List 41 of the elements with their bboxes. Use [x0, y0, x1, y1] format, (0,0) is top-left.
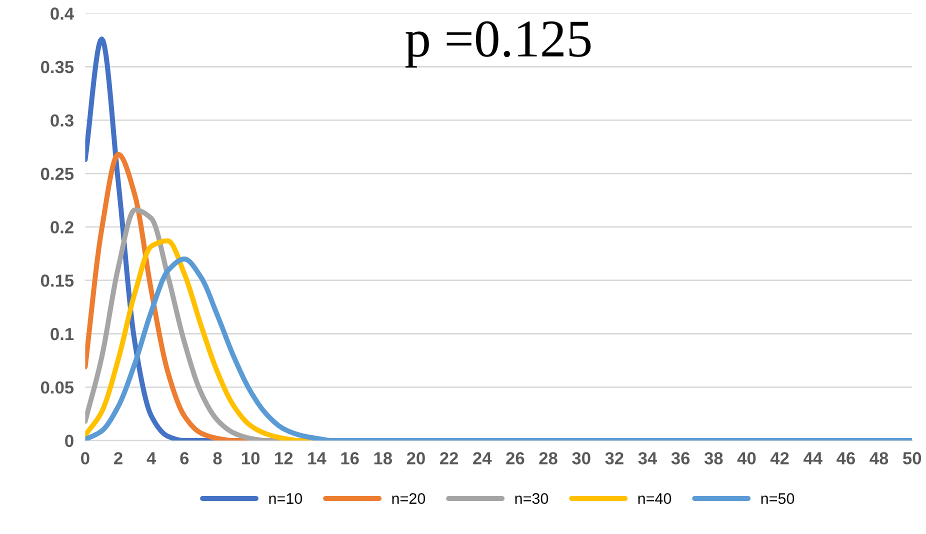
x-tick-label: 2	[114, 452, 122, 464]
x-tick-label: 18	[374, 452, 392, 464]
y-tick-label: 0.05	[40, 381, 74, 394]
legend-label: n=10	[269, 493, 302, 504]
x-tick-label: 28	[539, 452, 558, 464]
x-tick-label: 0	[81, 452, 90, 464]
y-tick-label: 0.15	[40, 274, 74, 287]
x-tick-label: 24	[473, 452, 492, 464]
x-tick-label: 8	[213, 452, 222, 464]
x-tick-label: 46	[836, 452, 855, 464]
x-tick-label: 16	[341, 452, 359, 464]
x-tick-label: 34	[638, 452, 658, 464]
x-tick-label: 26	[506, 452, 524, 464]
x-tick-label: 20	[406, 452, 425, 464]
y-tick-label: 0.1	[50, 328, 74, 340]
x-tick-label: 12	[275, 452, 293, 464]
x-tick-label: 22	[440, 452, 458, 464]
x-tick-label: 36	[671, 452, 690, 464]
y-tick-label: 0.35	[40, 60, 74, 74]
legend-label: n=30	[515, 493, 548, 504]
x-tick-label: 4	[146, 452, 156, 464]
y-tick-label: 0.3	[50, 114, 74, 127]
x-tick-label: 48	[870, 452, 888, 464]
x-tick-label: 30	[572, 452, 590, 464]
y-tick-label: 0.4	[50, 8, 74, 20]
x-tick-label: 6	[180, 452, 189, 464]
x-tick-label: 50	[902, 452, 922, 464]
y-tick-label: 0	[65, 434, 74, 448]
x-tick-label: 38	[704, 452, 723, 464]
x-tick-label: 32	[605, 452, 624, 464]
legend-label: n=50	[761, 493, 794, 504]
x-tick-label: 40	[737, 452, 756, 464]
x-tick-label: 44	[803, 452, 822, 464]
legend-label: n=40	[638, 493, 672, 504]
y-tick-label: 0.25	[40, 168, 74, 180]
x-tick-label: 10	[242, 452, 260, 464]
x-tick-label: 14	[308, 452, 326, 464]
x-tick-label: 42	[770, 452, 789, 464]
legend-label: n=20	[392, 493, 426, 504]
chart-title: p =0.125	[405, 21, 591, 68]
y-tick-label: 0.2	[50, 221, 74, 234]
